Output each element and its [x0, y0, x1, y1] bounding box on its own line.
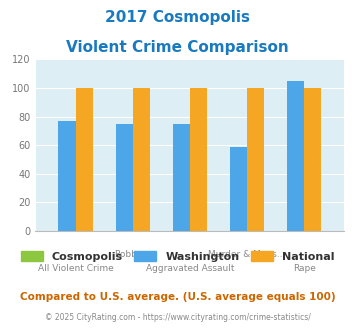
- Bar: [133, 88, 150, 231]
- Bar: [247, 88, 264, 231]
- Bar: [173, 124, 190, 231]
- Text: 2017 Cosmopolis: 2017 Cosmopolis: [105, 10, 250, 25]
- Bar: [58, 121, 76, 231]
- Bar: [304, 88, 322, 231]
- Text: Rape: Rape: [293, 264, 316, 273]
- Text: Aggravated Assault: Aggravated Assault: [146, 264, 234, 273]
- Text: Robbery: Robbery: [114, 250, 152, 259]
- Legend: Cosmopolis, Washington, National: Cosmopolis, Washington, National: [16, 247, 339, 267]
- Bar: [230, 147, 247, 231]
- Bar: [190, 88, 207, 231]
- Text: Compared to U.S. average. (U.S. average equals 100): Compared to U.S. average. (U.S. average …: [20, 292, 335, 302]
- Text: Murder & Mans...: Murder & Mans...: [208, 250, 286, 259]
- Bar: [76, 88, 93, 231]
- Bar: [287, 81, 304, 231]
- Text: © 2025 CityRating.com - https://www.cityrating.com/crime-statistics/: © 2025 CityRating.com - https://www.city…: [45, 314, 310, 322]
- Text: All Violent Crime: All Violent Crime: [38, 264, 113, 273]
- Bar: [116, 124, 133, 231]
- Text: Violent Crime Comparison: Violent Crime Comparison: [66, 40, 289, 54]
